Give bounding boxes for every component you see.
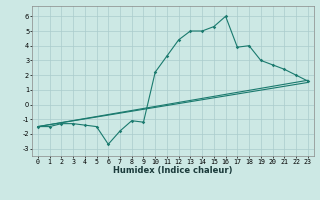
- X-axis label: Humidex (Indice chaleur): Humidex (Indice chaleur): [113, 166, 233, 175]
